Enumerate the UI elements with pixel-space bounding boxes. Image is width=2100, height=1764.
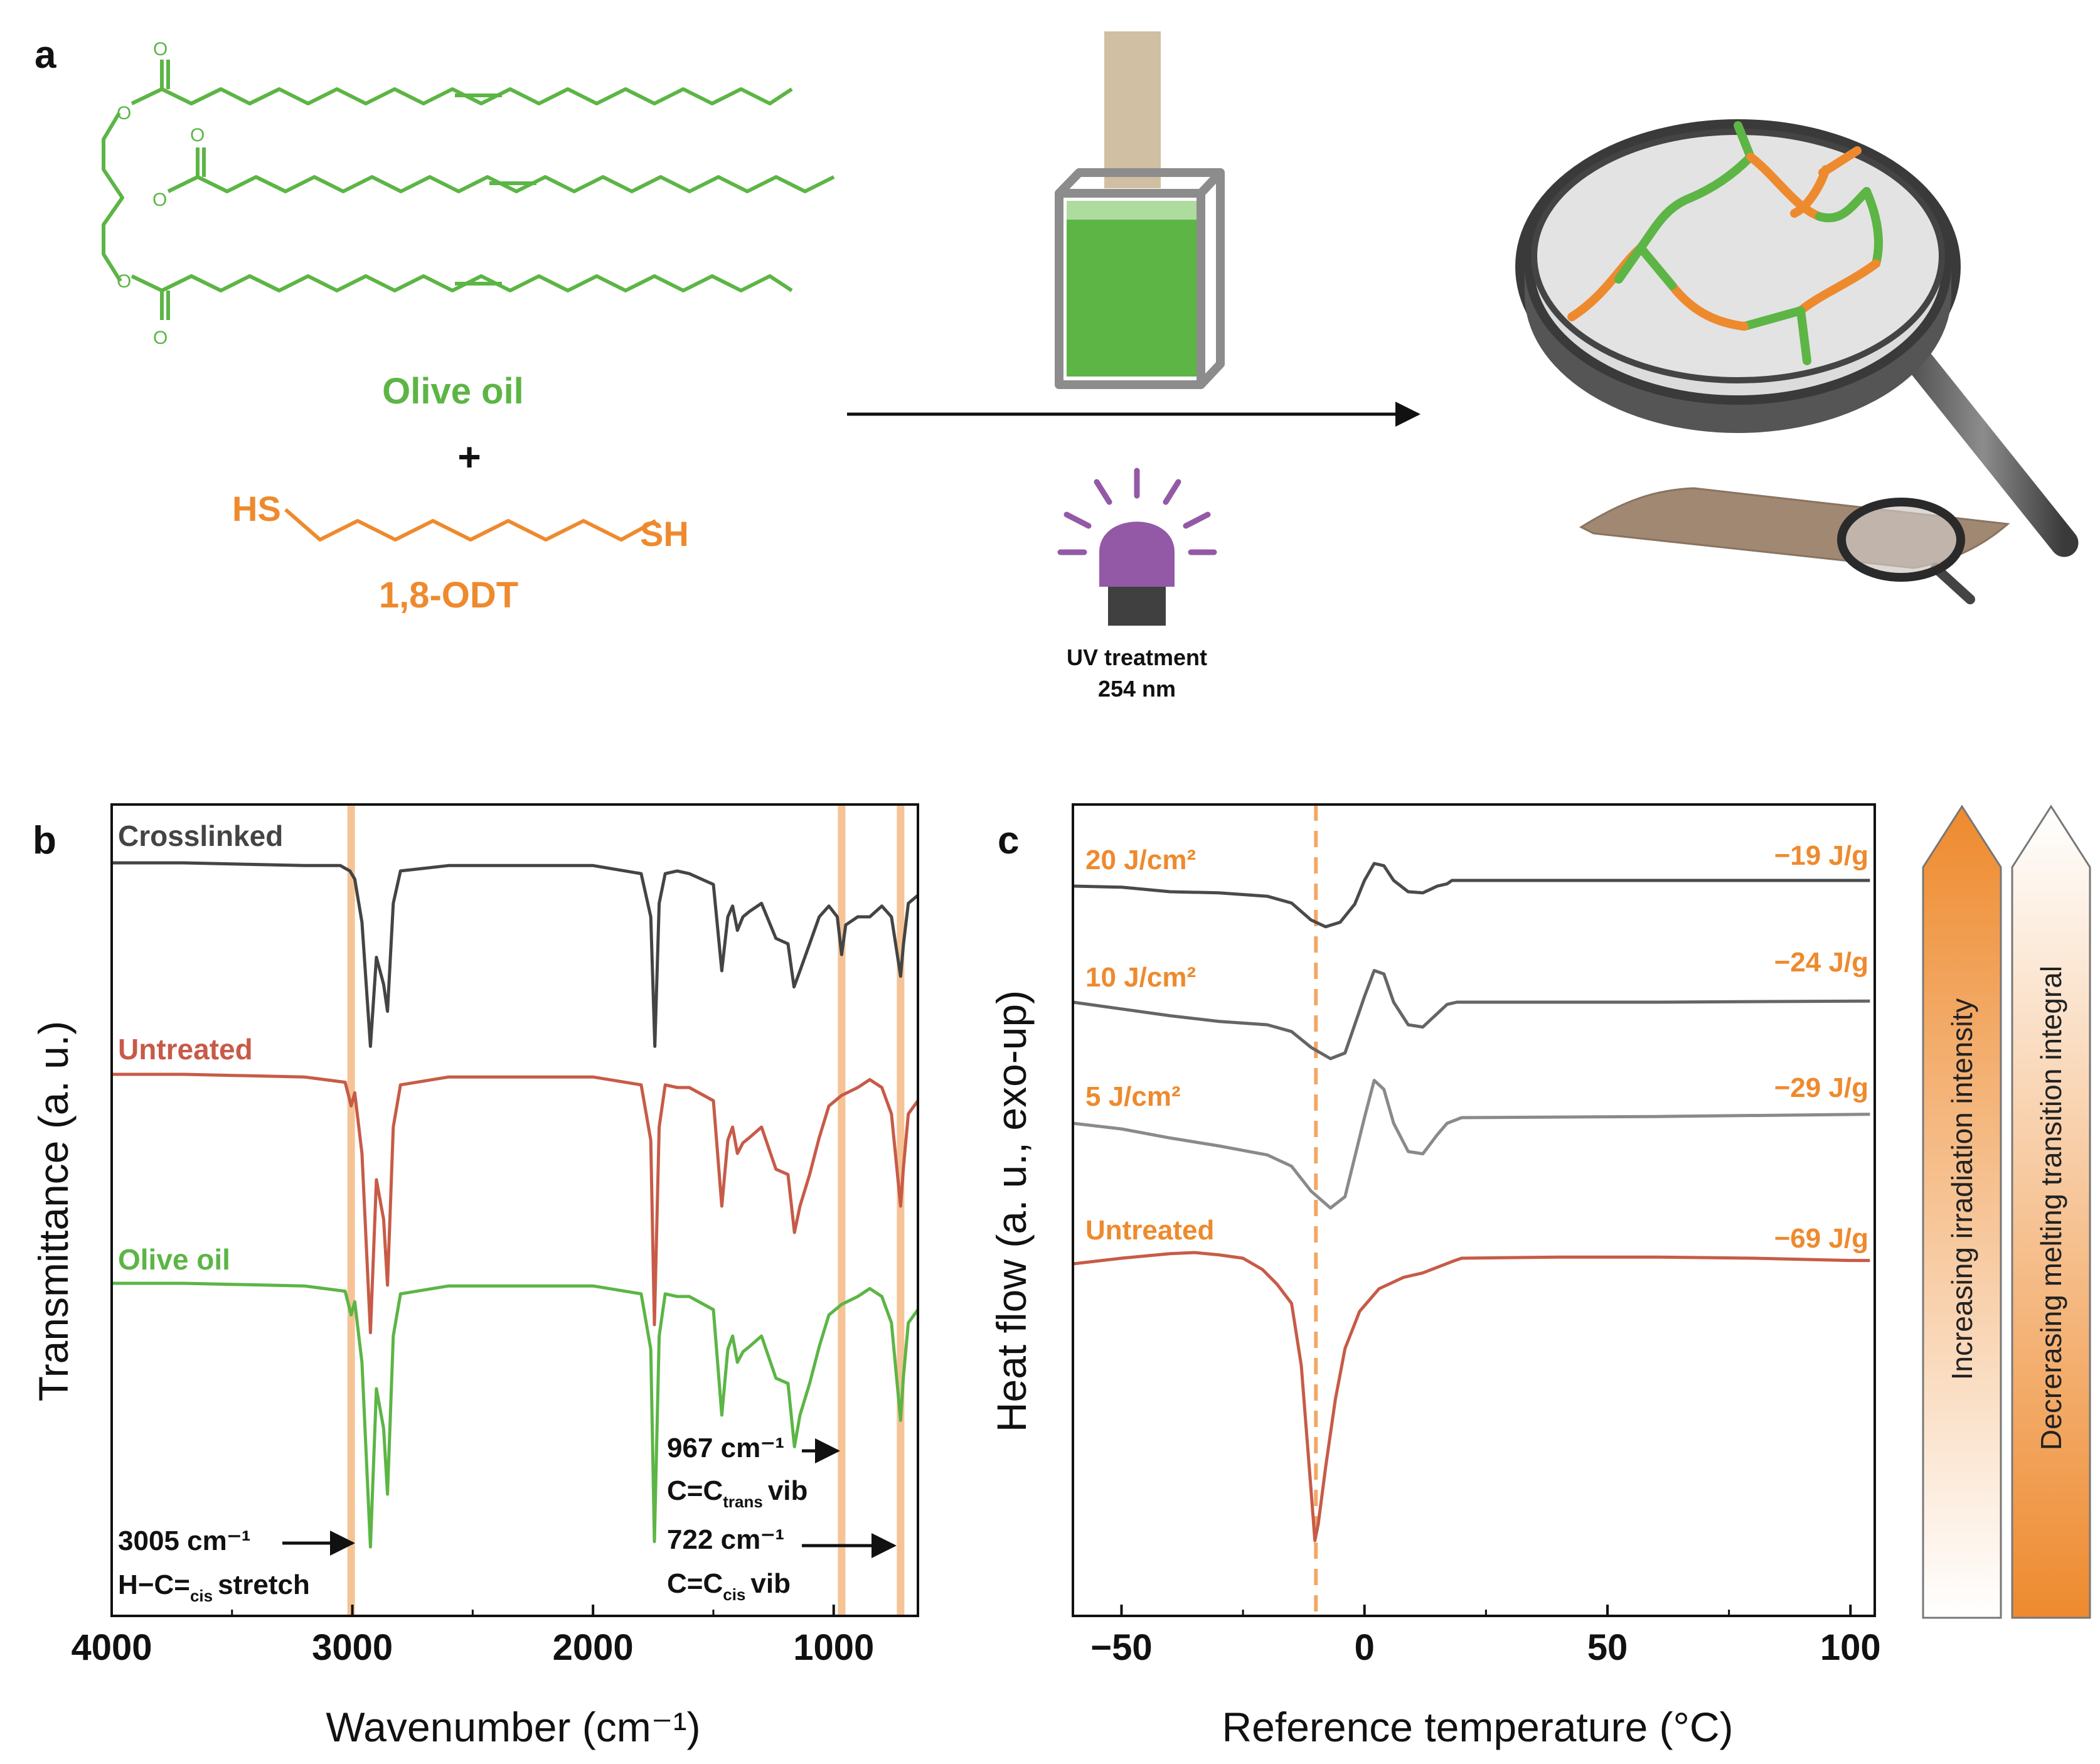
plot-frame-c [1072,803,1876,1617]
annotation-967-wavenumber: 967 cm⁻¹ [667,1433,784,1463]
series-label-olive-oil: Olive oil [118,1243,230,1276]
oxygen-label: O [153,328,168,348]
dose-label-10: 10 J/cm² [1085,962,1196,993]
panel-b: b 4000 3000 2000 1000 Crosslinked Untreated… [30,803,920,1750]
magnifier-network-icon [1515,119,2079,557]
annotation-722-mode: C=Ccis vib [667,1568,791,1604]
enthalpy-label-20: −19 J/g [1774,840,1868,871]
enthalpy-label-10: −24 J/g [1774,947,1868,978]
plus-sign: + [457,434,481,479]
panel-b-label: b [33,819,56,862]
odt-thiol-right: SH [640,514,689,553]
dsc-series-line [1072,1079,1870,1210]
annotation-722: 722 cm⁻¹ C=Ccis vib [667,1524,897,1604]
plot-frame-b [110,803,919,1617]
irradiation-label: Increasing irradiation intensity [1946,998,1978,1381]
x-axis-label-c: Reference temperature (°C) [1222,1704,1733,1750]
x-axis-c: −50 0 50 100 [1090,1605,1881,1668]
uv-wavelength-label: 254 nm [1098,676,1176,702]
annotation-3005: 3005 cm⁻¹ H−C=cis stretch [118,1526,355,1605]
panel-c: c −50 0 50 100 20 J/cm² 10 J/cm² 5 J/cm² Un… [988,803,1881,1750]
enthalpy-label-5: −29 J/g [1774,1072,1868,1103]
y-axis-label-c: Heat flow (a. u., exo-up) [988,990,1035,1432]
odt-label: 1,8-ODT [379,575,518,616]
film-sample-icon [1579,487,2010,604]
x-axis-label-b: Wavenumber (cm⁻¹) [326,1704,700,1750]
oxygen-atoms: O O O O O O [117,39,205,348]
olive-oil-structure [102,60,835,320]
y-axis-label-b: Transmittance (a. u.) [30,1021,77,1401]
highlight-band [838,804,846,1616]
x-tick-label: 4000 [71,1627,152,1668]
dose-label-5: 5 J/cm² [1085,1081,1181,1112]
dsc-series-group [1072,862,1870,1542]
side-arrows: Increasing irradiation intensity Decrera… [1922,804,2091,1619]
annotation-967: 967 cm⁻¹ C=Ctrans vib [667,1433,840,1511]
oxygen-label: O [152,190,167,210]
irradiation-arrow [1922,804,2002,1619]
oxygen-label: O [117,271,131,292]
annotation-722-wavenumber: 722 cm⁻¹ [667,1524,784,1555]
oxygen-label: O [190,125,205,146]
panel-c-label: c [998,819,1019,862]
x-tick-label: 3000 [312,1627,393,1668]
ir-series-group [112,861,920,1549]
x-tick-label: 2000 [553,1627,634,1668]
panel-a-label: a [35,33,56,77]
x-tick-label: 50 [1587,1627,1628,1668]
dsc-series-line [1072,969,1870,1061]
annotation-3005-wavenumber: 3005 cm⁻¹ [118,1526,251,1556]
series-label-crosslinked: Crosslinked [118,820,283,852]
panel-a: a O O O O O O [35,31,2079,702]
melting-arrow [2011,804,2091,1619]
series-label-untreated: Untreated [118,1033,253,1066]
highlight-band [897,804,905,1616]
x-tick-label: 100 [1820,1627,1881,1668]
highlight-band [347,804,355,1616]
dose-label-untreated: Untreated [1085,1215,1214,1246]
olive-oil-label: Olive oil [382,371,524,412]
x-tick-label: 0 [1355,1627,1375,1668]
ir-series-line [112,1281,920,1549]
ir-series-line [112,1072,920,1335]
dose-label-20: 20 J/cm² [1085,845,1196,875]
uv-lamp-icon [1057,468,1217,626]
dsc-series-line [1072,1251,1870,1542]
melting-label: Decrerasing melting transition integral [2035,966,2067,1450]
x-tick-label: 1000 [793,1627,874,1668]
cuvette-icon [1055,31,1225,389]
odt-thiol-left: HS [232,489,281,528]
enthalpy-label-untreated: −69 J/g [1774,1223,1868,1254]
x-tick-label: −50 [1090,1627,1152,1668]
dsc-series-line [1072,862,1870,929]
annotation-967-mode: C=Ctrans vib [667,1475,807,1511]
x-axis-b: 4000 3000 2000 1000 [71,1605,874,1668]
oxygen-label: O [153,39,168,60]
annotation-3005-mode: H−C=cis stretch [118,1569,310,1605]
oxygen-label: O [117,103,131,124]
ir-series-line [112,861,919,1048]
uv-treatment-label: UV treatment [1067,644,1207,670]
odt-structure [284,508,657,542]
highlight-bands [347,804,905,1616]
